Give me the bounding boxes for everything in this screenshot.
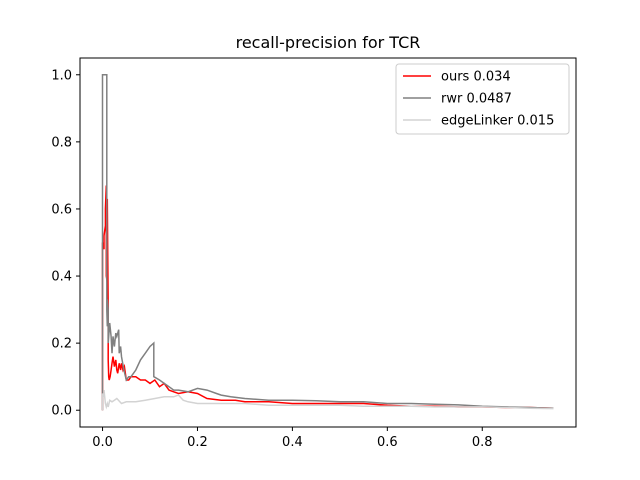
y-tick-label: 0.2 — [51, 337, 72, 352]
y-tick-label: 0.0 — [51, 404, 72, 419]
axes-frame — [79, 57, 577, 428]
x-tick-label: 0.6 — [377, 435, 398, 450]
y-tick-label: 0.6 — [51, 202, 72, 217]
series-line-1 — [101, 74, 554, 411]
x-tick-label: 0.2 — [187, 435, 208, 450]
x-axis: 0.0 0.2 0.4 0.6 0.8 — [92, 427, 493, 450]
legend-label-0: ours 0.034 — [441, 70, 511, 85]
series-layer — [101, 74, 554, 411]
y-tick-label: 0.4 — [51, 270, 72, 285]
chart-title: recall-precision for TCR — [236, 33, 421, 52]
y-tick-label: 1.0 — [51, 68, 72, 83]
legend: ours 0.034 rwr 0.0487 edgeLinker 0.015 — [395, 63, 570, 135]
series-line-2 — [101, 390, 554, 411]
x-tick-label: 0.0 — [92, 435, 113, 450]
y-axis: 0.0 0.2 0.4 0.6 0.8 1.0 — [51, 68, 80, 419]
plot-area — [79, 57, 577, 428]
legend-label-1: rwr 0.0487 — [441, 92, 512, 107]
legend-box — [395, 63, 570, 135]
x-tick-label: 0.8 — [472, 435, 493, 450]
y-tick-label: 0.8 — [51, 135, 72, 150]
legend-label-2: edgeLinker 0.015 — [441, 114, 554, 129]
x-tick-label: 0.4 — [282, 435, 303, 450]
